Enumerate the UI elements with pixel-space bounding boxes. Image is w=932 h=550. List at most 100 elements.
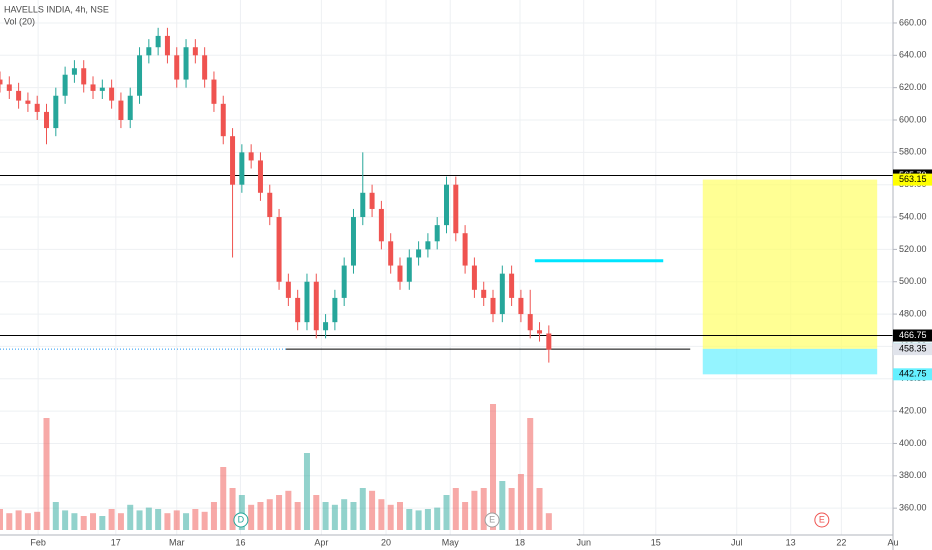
- candle-body: [388, 241, 394, 266]
- event-label: E: [489, 514, 495, 524]
- candle-body: [295, 297, 301, 323]
- volume-bar: [341, 499, 348, 530]
- volume-bar: [480, 488, 487, 530]
- candle-body: [313, 281, 319, 331]
- x-tick-label: 16: [235, 537, 245, 547]
- candle-body: [462, 233, 468, 266]
- candle-body: [53, 95, 59, 129]
- volume-bar: [71, 513, 78, 530]
- volume-bar: [294, 502, 301, 530]
- x-tick-label: 22: [836, 537, 846, 547]
- volume-bar: [434, 507, 441, 530]
- event-label: D: [238, 514, 245, 524]
- volume-bar: [15, 510, 22, 530]
- price-tag: [893, 368, 932, 381]
- volume-bar: [285, 490, 292, 530]
- x-tick-label: Jul: [731, 537, 743, 547]
- candle-body: [406, 257, 412, 282]
- volume-bar: [369, 490, 376, 530]
- volume-label: Vol (20): [4, 16, 35, 26]
- volume-bar: [43, 418, 50, 530]
- y-tick-label: 360.00: [899, 503, 927, 513]
- candle-body: [90, 84, 96, 91]
- volume-bar: [136, 510, 143, 530]
- candle-body: [230, 136, 236, 185]
- volume-bar: [313, 495, 320, 530]
- candle-body: [546, 333, 552, 350]
- candle-body: [276, 217, 282, 282]
- y-tick-label: 500.00: [899, 276, 927, 286]
- candle-body: [490, 297, 496, 315]
- volume-bar: [490, 404, 497, 530]
- price-tag: [893, 173, 932, 186]
- volume-bar: [108, 509, 115, 530]
- candle-body: [0, 79, 3, 85]
- event-marker: [814, 512, 830, 528]
- target-zone: [702, 179, 878, 349]
- volume-bar: [527, 418, 534, 530]
- volume-bar: [462, 502, 469, 530]
- candle-body: [267, 192, 273, 218]
- candle-body: [323, 322, 329, 331]
- candle-body: [146, 47, 152, 56]
- volume-bar: [173, 510, 180, 530]
- candle-body: [434, 225, 440, 242]
- volume-bar: [6, 513, 13, 530]
- candle-body: [62, 74, 68, 96]
- volume-bar: [80, 516, 87, 530]
- volume-bar: [192, 509, 199, 530]
- volume-bar: [238, 495, 245, 530]
- candle-body: [44, 111, 50, 129]
- candle-body: [350, 217, 356, 266]
- candle-body: [6, 84, 12, 91]
- price-tag: [893, 343, 932, 356]
- candle-body: [537, 330, 543, 334]
- candle-body: [174, 55, 180, 80]
- x-tick-label: May: [442, 537, 460, 547]
- candle-body: [378, 208, 384, 242]
- y-tick-label: 420.00: [899, 405, 927, 415]
- candle-body: [341, 265, 347, 298]
- volume-bar: [257, 502, 264, 530]
- candle-body: [164, 35, 170, 56]
- volume-bar: [0, 509, 3, 530]
- y-tick-label: 380.00: [899, 470, 927, 480]
- candle-body: [518, 297, 524, 315]
- volume-bar: [201, 511, 208, 530]
- y-tick-label: 480.00: [899, 308, 927, 318]
- candle-body: [257, 160, 263, 193]
- candle-body: [416, 249, 422, 258]
- candle-body: [220, 103, 226, 137]
- x-tick-label: Mar: [169, 537, 185, 547]
- volume-bar: [452, 488, 459, 530]
- event-marker: [484, 512, 500, 528]
- drawings: [0, 174, 893, 375]
- event-marker: [233, 512, 249, 528]
- y-tick-label: 520.00: [899, 244, 927, 254]
- volume-bar: [248, 504, 255, 530]
- candle-body: [202, 55, 208, 80]
- candle-body: [239, 152, 245, 185]
- volume-bar: [99, 516, 106, 530]
- candle-body: [118, 100, 124, 121]
- candle-body: [509, 273, 515, 298]
- volume-bar: [266, 499, 273, 530]
- volume-bar: [499, 481, 506, 530]
- volume-bar: [229, 488, 236, 530]
- volume-bar: [424, 509, 431, 530]
- volume-bar: [155, 509, 162, 530]
- volume-bar: [24, 513, 31, 530]
- volume-bar: [517, 474, 524, 530]
- candles: [0, 27, 552, 530]
- x-tick-label: Feb: [30, 537, 46, 547]
- event-label: E: [819, 514, 825, 524]
- y-tick-label: 580.00: [899, 147, 927, 157]
- volume-bar: [90, 513, 97, 530]
- y-tick-label: 540.00: [899, 211, 927, 221]
- volume-bar: [331, 504, 338, 530]
- candle-body: [369, 192, 375, 209]
- price-tag-label: 563.15: [899, 174, 927, 184]
- candle-body: [304, 281, 310, 323]
- volume-bar: [387, 504, 394, 530]
